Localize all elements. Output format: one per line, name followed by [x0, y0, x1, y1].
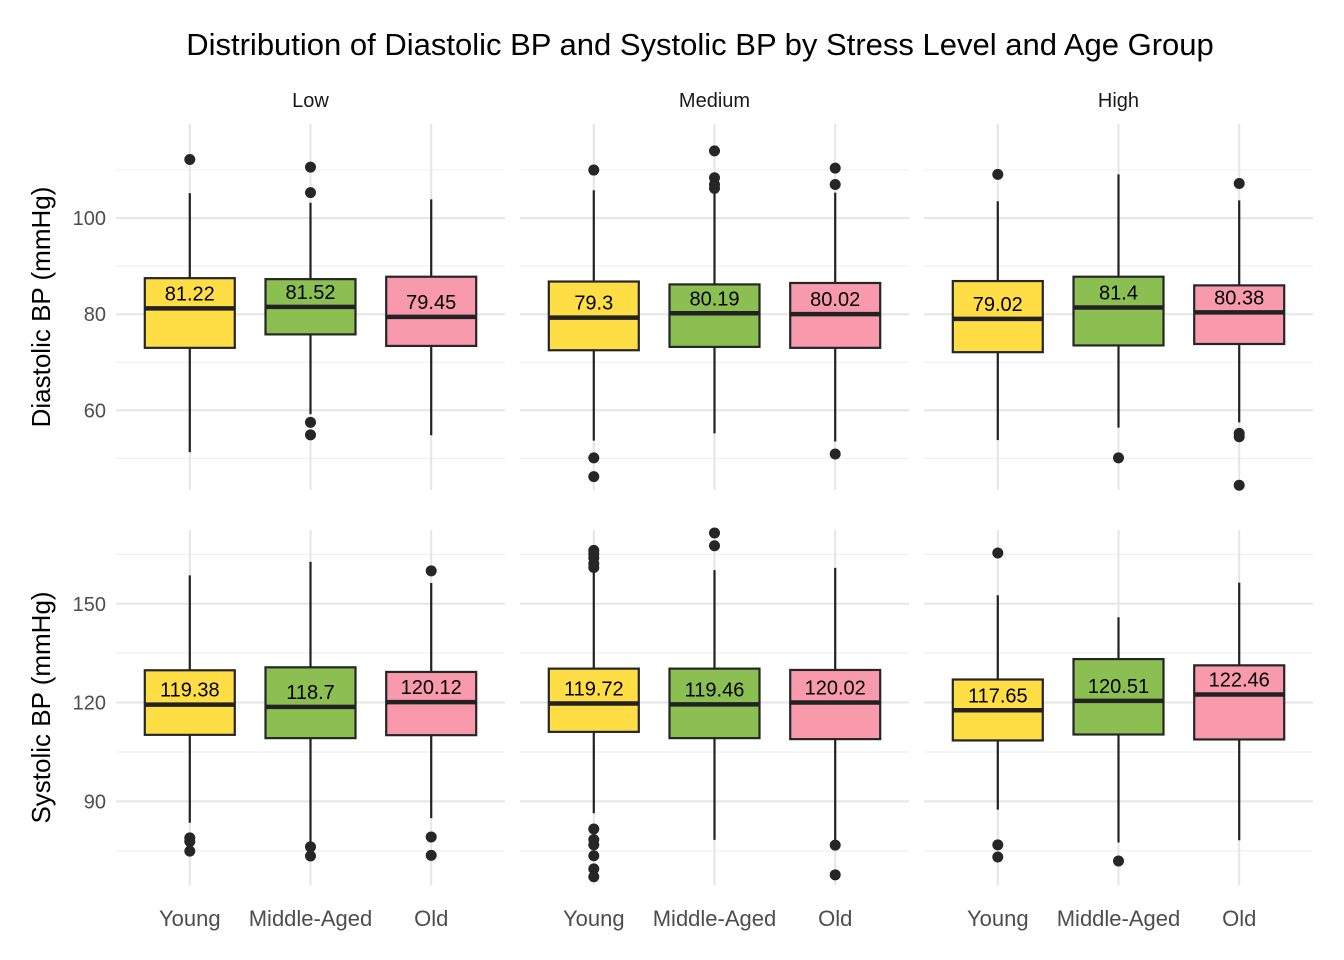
outlier-point: [588, 871, 600, 883]
median-value-label: 79.02: [973, 294, 1023, 316]
y-tick-label: 60: [84, 400, 106, 422]
median-value-label: 117.65: [968, 685, 1028, 707]
median-value-label: 118.7: [286, 682, 335, 704]
outlier-point: [588, 164, 600, 176]
outlier-point: [305, 429, 316, 441]
box-middle-aged: [668, 283, 761, 348]
facet-panel: 117.65 120.51 122.46 Young Middle-Aged Old: [924, 530, 1313, 931]
x-tick-label: Young: [967, 906, 1029, 931]
panels-layer: Low Medium High Diastolic BP (mmHg) 60 80 100 8…: [26, 90, 1313, 931]
outlier-point: [305, 841, 316, 853]
median-value-label: 80.02: [810, 289, 860, 311]
facet-panel: 79.3 80.19 80.02: [520, 124, 909, 490]
median-value-label: 80.38: [1214, 287, 1264, 309]
outlier-point: [1113, 855, 1124, 867]
facet-strip-label: Medium: [679, 90, 750, 112]
outlier-point: [1233, 431, 1245, 443]
outlier-point: [829, 839, 841, 851]
outlier-point: [588, 452, 600, 464]
box-middle-aged: [1072, 657, 1165, 736]
box-young: [951, 279, 1044, 354]
median-value-label: 119.38: [160, 680, 220, 702]
box-young: [547, 667, 640, 733]
outlier-point: [709, 527, 720, 539]
outlier-point: [588, 850, 600, 862]
median-value-label: 119.72: [564, 678, 624, 700]
outlier-point: [992, 839, 1004, 851]
facet-panel: 79.02 81.4 80.38: [924, 124, 1313, 491]
y-tick-label: 120: [73, 693, 106, 715]
x-tick-label: Middle-Aged: [249, 906, 373, 931]
outlier-point: [992, 547, 1004, 559]
outlier-point: [588, 839, 600, 851]
y-axis-label: Diastolic BP (mmHg): [26, 187, 56, 428]
median-value-label: 81.52: [285, 282, 335, 304]
x-tick-label: Young: [563, 906, 625, 931]
outlier-point: [992, 851, 1004, 863]
box-old: [1193, 284, 1286, 346]
x-tick-label: Middle-Aged: [1057, 906, 1181, 931]
x-tick-label: Old: [414, 906, 448, 931]
box-young: [143, 277, 236, 349]
median-value-label: 79.45: [406, 292, 456, 314]
median-value-label: 79.3: [574, 293, 613, 315]
median-value-label: 81.4: [1099, 282, 1138, 304]
facet-panel: 81.22 81.52 79.45: [116, 124, 505, 490]
outlier-point: [305, 850, 316, 862]
facet-panel: 119.72 119.46 120.02 Young Middle-Aged Old: [520, 527, 909, 931]
facet-strip-label: Low: [292, 90, 329, 112]
outlier-point: [305, 187, 316, 199]
y-tick-label: 100: [73, 208, 106, 230]
y-axis-label: Systolic BP (mmHg): [26, 591, 56, 823]
median-value-label: 81.22: [165, 283, 215, 305]
outlier-point: [425, 831, 437, 843]
outlier-point: [305, 416, 316, 428]
box-middle-aged: [264, 666, 357, 740]
x-tick-label: Old: [1222, 906, 1256, 931]
outlier-point: [425, 565, 437, 577]
median-value-label: 122.46: [1209, 669, 1270, 691]
y-tick-label: 90: [84, 791, 106, 813]
outlier-point: [588, 471, 600, 483]
outlier-point: [184, 153, 196, 165]
x-tick-label: Old: [818, 906, 852, 931]
median-value-label: 120.51: [1088, 676, 1149, 698]
outlier-point: [829, 178, 841, 190]
outlier-point: [709, 182, 720, 194]
outlier-point: [829, 448, 841, 460]
outlier-point: [709, 540, 720, 552]
facet-strip-label: High: [1098, 90, 1139, 112]
outlier-point: [829, 869, 841, 881]
outlier-point: [425, 849, 437, 861]
outlier-point: [1233, 178, 1245, 190]
x-tick-label: Middle-Aged: [653, 906, 777, 931]
outlier-point: [992, 168, 1004, 180]
outlier-point: [709, 145, 720, 157]
box-old: [1193, 664, 1286, 741]
y-tick-label: 150: [73, 594, 106, 616]
median-value-label: 119.46: [685, 679, 745, 701]
outlier-point: [588, 562, 600, 574]
median-value-label: 80.19: [689, 288, 739, 310]
outlier-point: [1233, 479, 1245, 491]
facet-panel: 119.38 118.7 120.12 Young Middle-Aged Old: [116, 530, 505, 931]
y-tick-label: 80: [84, 304, 106, 326]
outlier-point: [1113, 452, 1124, 464]
outlier-point: [184, 845, 196, 857]
outlier-point: [305, 161, 316, 173]
x-tick-label: Young: [159, 906, 221, 931]
outlier-point: [829, 162, 841, 174]
median-value-label: 120.12: [401, 677, 462, 699]
chart-title: Distribution of Diastolic BP and Systoli…: [186, 27, 1214, 62]
box-old: [385, 275, 478, 348]
median-value-label: 120.02: [805, 677, 866, 699]
outlier-point: [588, 823, 600, 835]
outlier-point: [184, 836, 196, 848]
box-middle-aged: [1072, 275, 1165, 347]
outlier-point: [588, 863, 600, 875]
